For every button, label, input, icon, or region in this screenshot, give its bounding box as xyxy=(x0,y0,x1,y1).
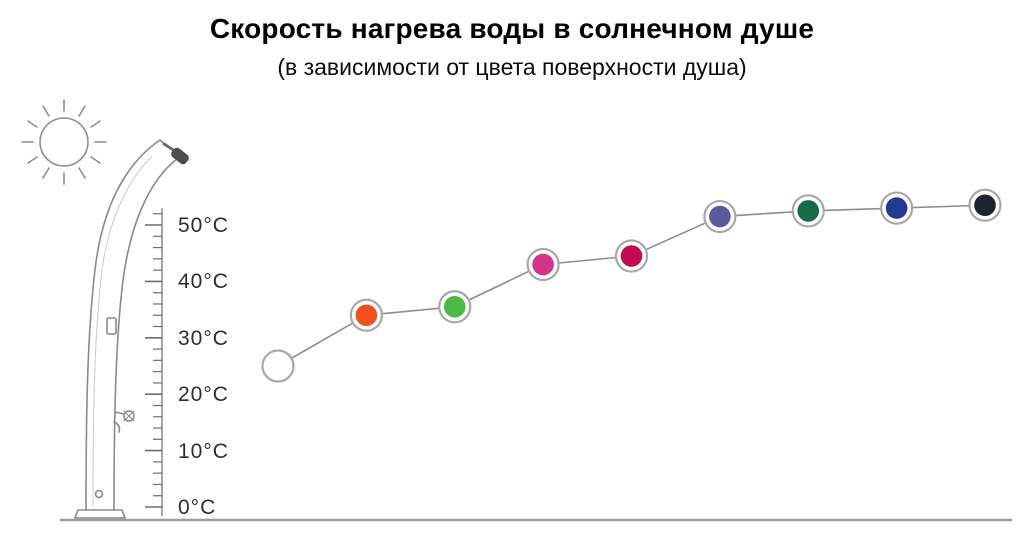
shower-head-icon xyxy=(162,142,189,165)
data-point-magenta xyxy=(526,247,560,282)
data-point-black xyxy=(968,188,1002,222)
tick-label-30: 30°C xyxy=(178,327,229,350)
data-point-orange xyxy=(349,298,383,332)
series-line xyxy=(277,204,986,367)
data-point-blue xyxy=(880,191,914,225)
solar-shower-illustration xyxy=(73,139,189,519)
tick-label-20: 20°C xyxy=(178,383,229,406)
data-series xyxy=(261,188,1002,383)
data-point-white xyxy=(261,349,295,383)
data-point-crimson xyxy=(614,239,649,273)
data-point-green xyxy=(438,290,472,324)
tick-label-40: 40°C xyxy=(178,270,229,293)
data-point-violet xyxy=(703,199,737,234)
tap-icon xyxy=(113,410,135,433)
tick-label-10: 10°C xyxy=(178,440,229,463)
temperature-ruler xyxy=(145,208,163,516)
tick-label-50: 50°C xyxy=(178,214,229,237)
temperature-tick-labels: 0°C 10°C 20°C 30°C 40°C 50°C xyxy=(178,214,229,519)
chart-title: Скорость нагрева воды в солнечном душе xyxy=(209,13,815,44)
chart-subtitle: (в зависимости от цвета поверхности душа… xyxy=(277,54,747,80)
data-point-dark-green xyxy=(791,194,825,228)
tick-label-0: 0°C xyxy=(178,496,216,519)
sun-icon xyxy=(21,99,107,185)
